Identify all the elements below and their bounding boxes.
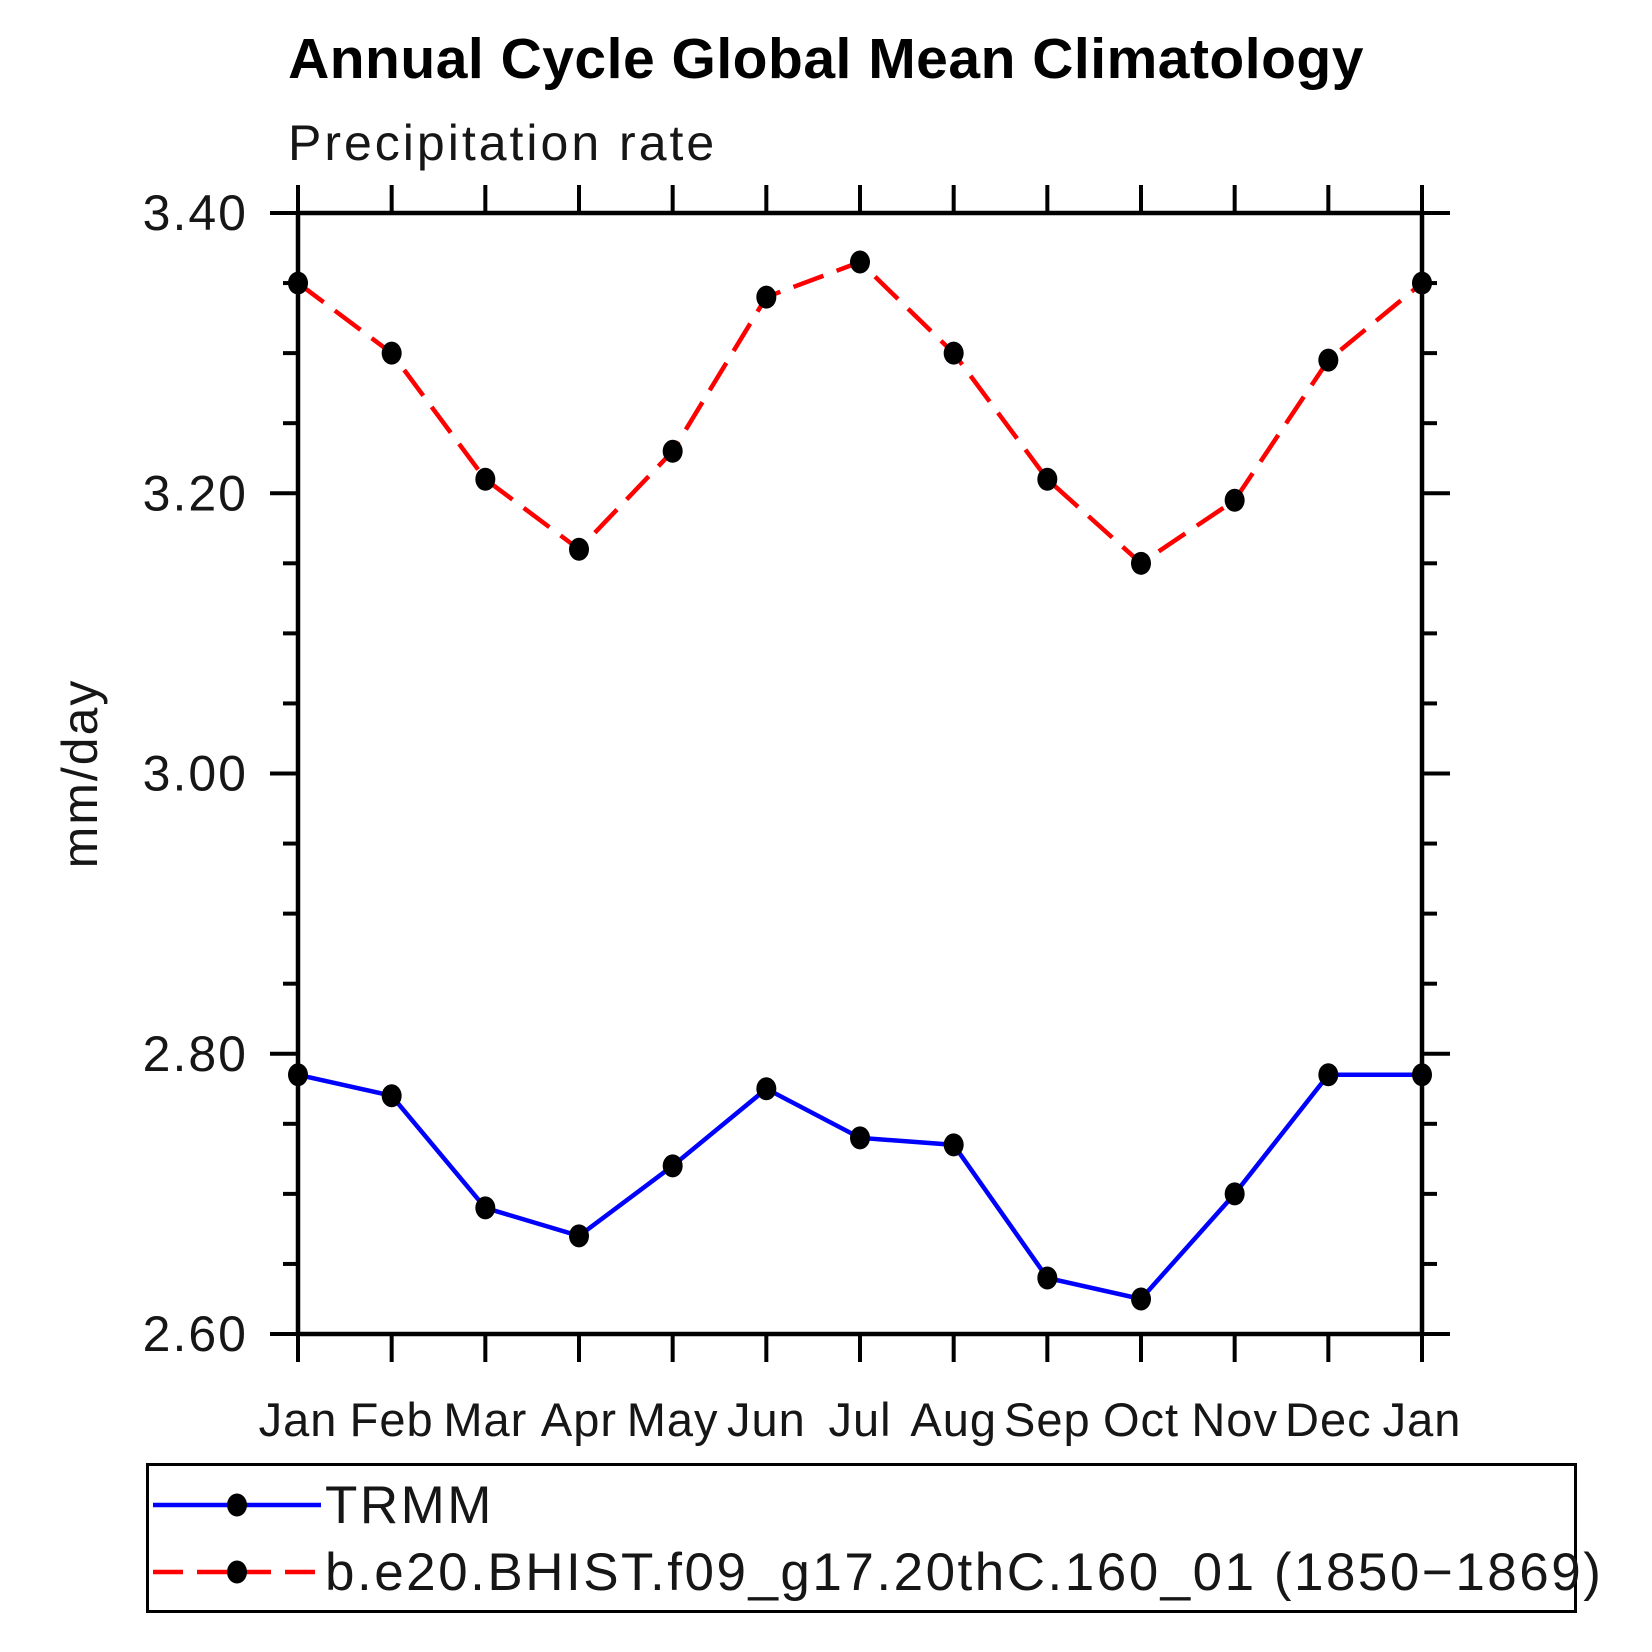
chart-title: Annual Cycle Global Mean Climatology — [288, 27, 1364, 91]
data-point-marker — [943, 341, 964, 365]
legend-marker-sample — [227, 1560, 247, 1584]
legend: TRMM b.e20.BHIST.f09_g17.20thC.160_01 (1… — [146, 1463, 1601, 1613]
data-point-marker — [475, 1196, 496, 1220]
x-tick-label: Mar — [443, 1393, 527, 1446]
series-line-model — [296, 259, 1424, 567]
y-tick-label: 3.40 — [143, 185, 248, 241]
x-tick-label: Jan — [1383, 1393, 1462, 1446]
x-tick-label: Sep — [1004, 1393, 1091, 1446]
data-point-marker — [943, 1133, 964, 1157]
x-tick-label: Jan — [259, 1393, 338, 1446]
data-point-marker — [569, 537, 589, 561]
x-tick-label: May — [627, 1393, 719, 1446]
x-tick-label: Apr — [541, 1393, 617, 1446]
data-point-marker — [1318, 348, 1339, 372]
legend-sample-trmm-line — [153, 1493, 321, 1517]
data-point-marker — [1131, 1287, 1151, 1311]
data-point-marker — [1131, 551, 1151, 575]
data-point-marker — [1037, 467, 1058, 491]
y-tick-label: 2.80 — [143, 1026, 248, 1082]
legend-marker-sample — [227, 1493, 247, 1517]
legend-sample-model-line — [153, 1560, 321, 1584]
y-tick-label: 2.60 — [143, 1306, 248, 1362]
x-tick-label: Oct — [1103, 1393, 1179, 1446]
data-point-marker — [569, 1224, 589, 1248]
chart-subtitle: Precipitation rate — [288, 115, 718, 171]
data-point-marker — [1412, 1063, 1432, 1087]
data-point-marker — [1318, 1063, 1339, 1087]
data-point-marker — [475, 467, 496, 491]
legend-label-trmm: TRMM — [325, 1475, 494, 1535]
x-tick-label: Aug — [910, 1393, 997, 1446]
legend-label-model: b.e20.BHIST.f09_g17.20thC.160_01 (1850−1… — [325, 1542, 1604, 1602]
y-tick-label: 3.00 — [143, 746, 248, 802]
x-tick-label: Feb — [350, 1393, 434, 1446]
data-point-marker — [1224, 1182, 1245, 1206]
data-point-marker — [381, 1084, 402, 1108]
data-point-marker — [1224, 488, 1245, 512]
data-point-marker — [756, 1077, 777, 1101]
data-point-marker — [662, 1154, 683, 1178]
x-tick-label: Nov — [1191, 1393, 1278, 1446]
y-axis-title: mm/day — [52, 679, 108, 869]
data-point-marker — [850, 250, 870, 274]
x-tick-label: Jul — [828, 1393, 891, 1446]
plot-border — [295, 210, 1425, 1337]
legend-entry-trmm: TRMM — [151, 1476, 494, 1535]
y-tick-label: 3.20 — [143, 465, 248, 521]
legend-entry-model: b.e20.BHIST.f09_g17.20thC.160_01 (1850−1… — [151, 1543, 1603, 1602]
series-line-trmm — [297, 1072, 1422, 1302]
data-point-marker — [756, 285, 777, 309]
data-point-marker — [850, 1126, 870, 1150]
data-point-marker — [288, 271, 308, 295]
data-point-marker — [381, 341, 402, 365]
data-point-marker — [288, 1063, 308, 1087]
data-point-marker — [1037, 1266, 1058, 1290]
data-point-marker — [1412, 271, 1432, 295]
x-tick-label: Jun — [727, 1393, 806, 1446]
x-tick-label: Dec — [1285, 1393, 1372, 1446]
data-point-marker — [662, 439, 683, 463]
